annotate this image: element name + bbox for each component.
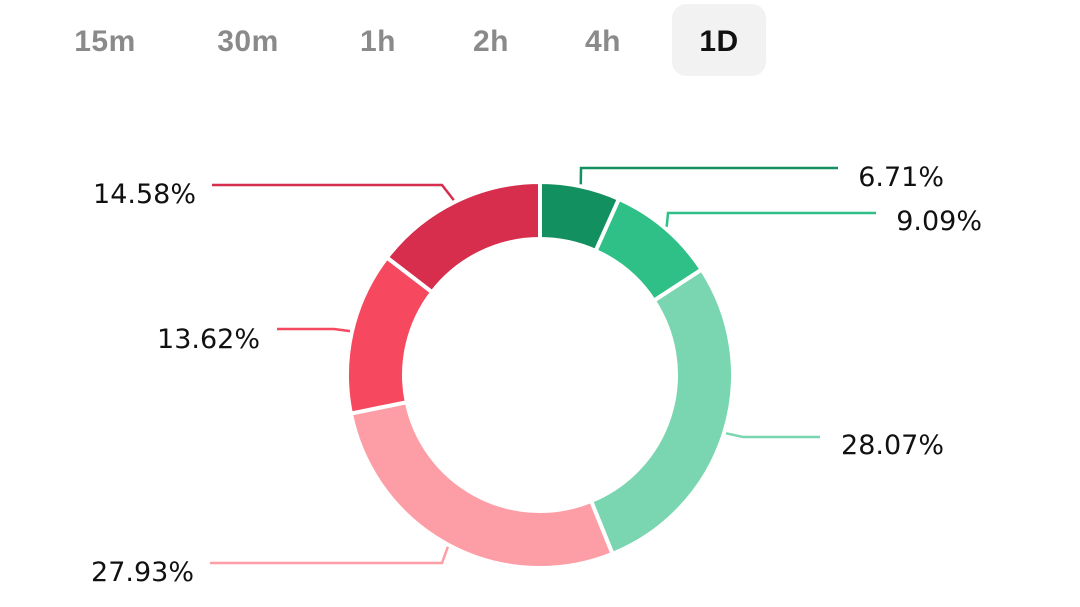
tab-1d[interactable]: 1D	[672, 4, 766, 76]
leader-line-1	[579, 166, 838, 185]
donut-slice-4[interactable]	[348, 400, 615, 570]
leader-line-3	[725, 432, 820, 439]
slice-label-4: 27.93%	[91, 557, 194, 588]
tab-2h[interactable]: 2h	[472, 25, 509, 58]
donut-slice-6[interactable]	[384, 180, 542, 295]
donut-slice-3[interactable]	[589, 267, 735, 556]
tab-1h[interactable]: 1h	[359, 25, 396, 58]
slice-label-1: 6.71%	[858, 162, 944, 193]
leader-line-4	[210, 546, 450, 565]
slice-label-2: 9.09%	[896, 206, 982, 237]
leader-line-5	[277, 327, 351, 333]
tab-30m[interactable]: 30m	[217, 25, 279, 58]
slice-label-3: 28.07%	[841, 430, 944, 461]
timeframe-tabs: 15m 30m 1h 2h 4h 1D	[0, 0, 1080, 90]
slice-label-5: 13.62%	[157, 324, 260, 355]
tab-4h[interactable]: 4h	[584, 25, 621, 58]
slice-label-6: 14.58%	[93, 179, 196, 210]
leader-line-2	[665, 211, 876, 227]
tab-15m[interactable]: 15m	[74, 25, 136, 58]
leader-line-6	[212, 183, 455, 201]
